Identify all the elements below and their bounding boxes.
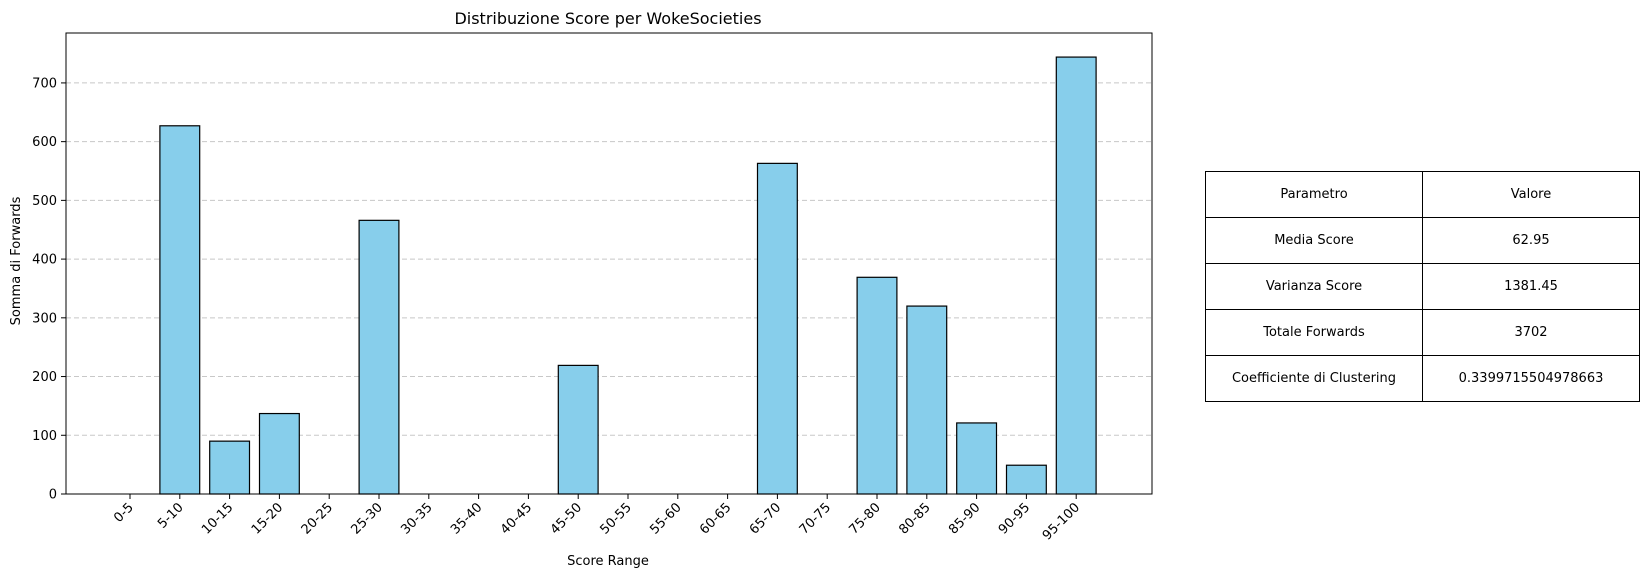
table-row: Coefficiente di Clustering 0.33997155049…: [1205, 355, 1640, 402]
table-cell: 1381.45: [1422, 263, 1640, 310]
table-cell: Media Score: [1205, 217, 1423, 264]
chart-title: Distribuzione Score per WokeSocieties: [454, 9, 761, 28]
y-tick-label: 200: [32, 370, 57, 385]
y-axis-label: Somma di Forwards: [9, 196, 24, 325]
table-header-row: Parametro Valore: [1205, 171, 1640, 218]
x-tick-label: 75-80: [847, 500, 884, 537]
x-tick-label: 65-70: [747, 500, 784, 537]
table-cell: 3702: [1422, 309, 1640, 356]
bar-90-95: [1005, 464, 1047, 495]
y-tick-label: 0: [49, 488, 57, 503]
x-tick-label: 5-10: [155, 500, 186, 531]
x-tick-label: 95-100: [1040, 500, 1083, 543]
x-tick-label: 40-45: [498, 500, 535, 537]
bar-15-20: [258, 412, 300, 495]
x-tick-label: 35-40: [448, 500, 485, 537]
y-tick-label: 600: [32, 135, 57, 150]
table-row: Totale Forwards 3702: [1205, 309, 1640, 356]
y-axis-ticks: 0 100 200 300 400 500 600 700: [32, 76, 66, 503]
bar-95-100: [1055, 56, 1097, 495]
bar-80-85: [906, 305, 948, 495]
table-cell: Coefficiente di Clustering: [1205, 355, 1423, 402]
bar-45-50: [557, 364, 599, 495]
x-tick-label: 20-25: [299, 500, 336, 537]
table-row: Varianza Score 1381.45: [1205, 263, 1640, 310]
y-tick-label: 500: [32, 194, 57, 209]
table-header-cell: Valore: [1422, 171, 1640, 218]
table-cell: Totale Forwards: [1205, 309, 1423, 356]
bar-5-10: [159, 125, 201, 495]
bar-65-70: [756, 162, 798, 495]
y-tick-label: 300: [32, 311, 57, 326]
x-tick-label: 85-90: [946, 500, 983, 537]
x-tick-label: 30-35: [398, 500, 435, 537]
stats-table: Parametro Valore Media Score 62.95 Varia…: [1205, 171, 1640, 402]
x-tick-label: 10-15: [199, 500, 236, 537]
x-tick-label: 90-95: [996, 500, 1033, 537]
table-header-cell: Parametro: [1205, 171, 1423, 218]
x-tick-label: 60-65: [697, 500, 734, 537]
bar-chart: Distribuzione Score per WokeSocieties 0 1…: [9, 9, 1153, 569]
bar-10-15: [209, 440, 251, 495]
x-axis-label: Score Range: [567, 554, 649, 569]
x-tick-label: 15-20: [249, 500, 286, 537]
bar-85-90: [956, 422, 998, 495]
table-row: Media Score 62.95: [1205, 217, 1640, 264]
table-cell: Varianza Score: [1205, 263, 1423, 310]
plot-frame: [65, 32, 1153, 495]
y-tick-label: 100: [32, 429, 57, 444]
x-tick-label: 50-55: [598, 500, 635, 537]
x-tick-label: 0-5: [111, 500, 137, 526]
table-cell: 0.3399715504978663: [1422, 355, 1640, 402]
x-tick-label: 70-75: [797, 500, 834, 537]
y-tick-label: 700: [32, 76, 57, 91]
bar-75-80: [856, 276, 898, 495]
table-cell: 62.95: [1422, 217, 1640, 264]
x-tick-label: 55-60: [647, 500, 684, 537]
x-tick-label: 80-85: [896, 500, 933, 537]
x-tick-label: 25-30: [349, 500, 386, 537]
bars: [159, 56, 1097, 495]
y-tick-label: 400: [32, 253, 57, 268]
x-tick-label: 45-50: [548, 500, 585, 537]
bar-25-30: [358, 219, 400, 495]
x-axis-ticks: 0-5 5-10 10-15 15-20 20-25 25-30 30-35 35-40 40-…: [111, 494, 1083, 543]
